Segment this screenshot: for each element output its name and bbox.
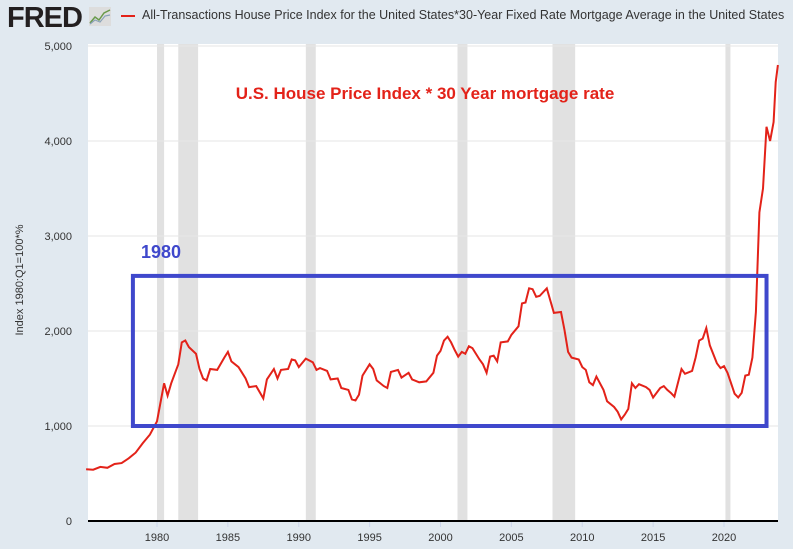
highlight-box	[130, 273, 769, 428]
x-tick-label: 2000	[428, 532, 452, 544]
legend-label[interactable]: All-Transactions House Price Index for t…	[142, 8, 785, 22]
fred-chart-icon	[89, 7, 111, 26]
x-tick-label: 2015	[641, 532, 665, 544]
legend-swatch	[121, 15, 135, 17]
plot-area	[88, 44, 778, 521]
y-tick-label: 2,000	[44, 326, 72, 338]
series-line[interactable]	[86, 64, 779, 471]
x-tick-label: 2010	[570, 532, 594, 544]
box-label: 1980	[141, 242, 181, 262]
y-tick-label: 4,000	[44, 136, 72, 148]
recession-bar	[157, 44, 165, 521]
y-tick-label: 5,000	[44, 41, 72, 53]
recession-bar	[725, 44, 731, 521]
y-tick-label: 0	[66, 516, 72, 528]
recession-bar	[552, 44, 576, 521]
x-tick-label: 1980	[145, 532, 169, 544]
chart-header: FRED All-Transactions House Price Index …	[0, 0, 793, 34]
x-tick-label: 1995	[357, 532, 381, 544]
recession-bar	[178, 44, 199, 521]
x-tick-label: 2005	[499, 532, 523, 544]
y-tick-label: 3,000	[44, 231, 72, 243]
x-tick-label: 2020	[712, 532, 736, 544]
x-tick-label: 1985	[216, 532, 240, 544]
y-tick-label: 1,000	[44, 421, 72, 433]
y-axis-label: Index 1980:Q1=100*%	[14, 224, 26, 335]
fred-logo[interactable]: FRED	[7, 2, 83, 34]
annotation-title: U.S. House Price Index * 30 Year mortgag…	[236, 84, 615, 103]
recession-bar	[305, 44, 316, 521]
x-tick-label: 1990	[287, 532, 311, 544]
recession-bar	[457, 44, 468, 521]
